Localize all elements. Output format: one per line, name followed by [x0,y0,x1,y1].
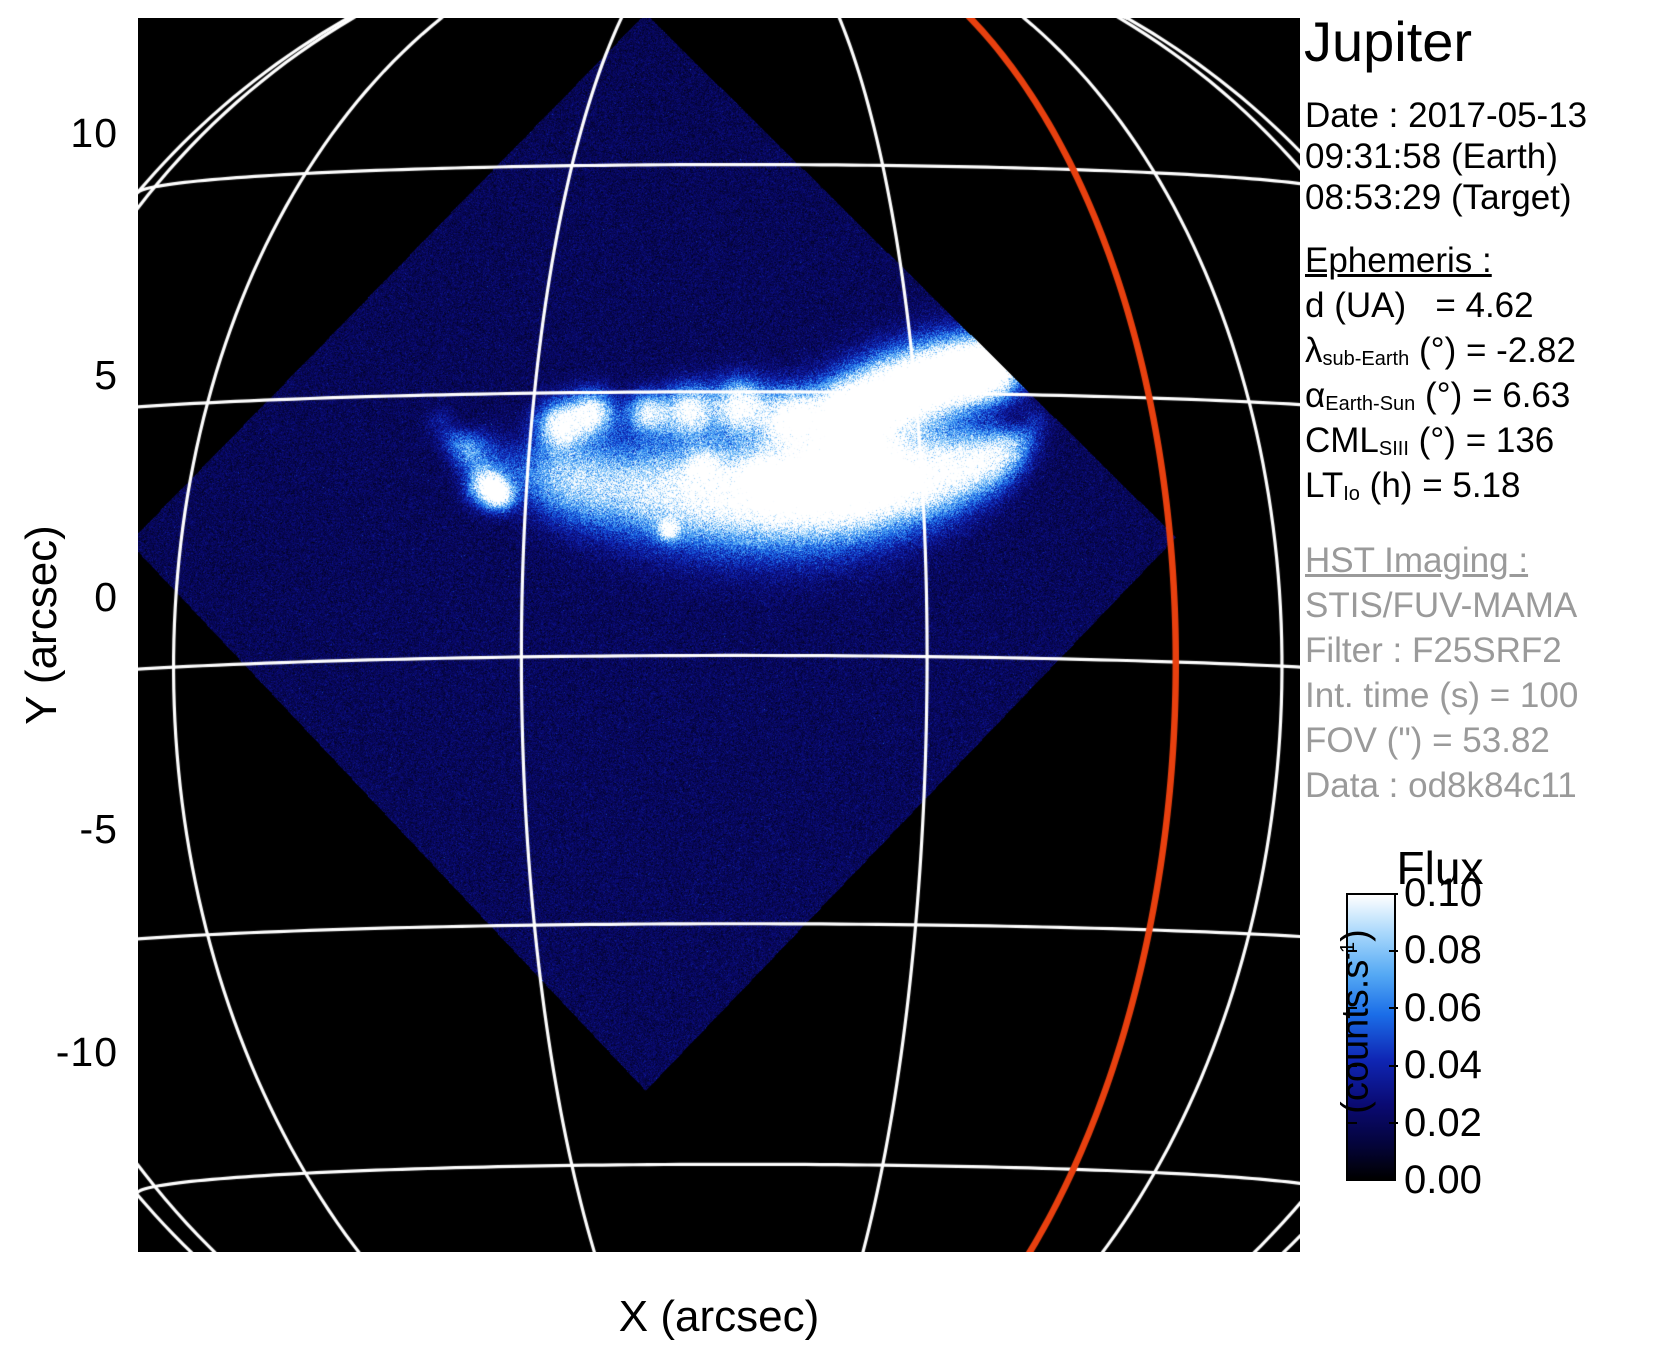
cbar-unit-text: (counts.s [1335,960,1377,1114]
ephemeris-phase-angle: αEarth-Sun (°) = 6.63 [1305,375,1570,422]
alpha-unit: (°) [1425,376,1462,415]
ephemeris-io-local-time: LTIo (h) = 5.18 [1305,465,1520,512]
x-tick-10: 10 [1103,1194,1243,1235]
x-tick-neg5: -5 [413,1194,553,1235]
y-tick-neg10: -10 [0,1032,118,1073]
x-tick-0: 0 [643,1194,783,1235]
observation-date: Date : 2017-05-13 [1305,95,1587,136]
aurora-image-canvas [138,18,1300,1252]
lt-subscript: Io [1343,483,1360,505]
x-axis-label: X (arcsec) [138,1292,1300,1342]
observation-time-target: 08:53:29 (Target) [1305,177,1572,218]
lambda-unit: (°) [1419,331,1456,370]
colorbar-tick-0.06: 0.06 [1404,988,1482,1028]
instrument-heading: HST Imaging : [1305,540,1528,581]
colorbar-tick-0.10: 0.10 [1404,873,1482,913]
cml-symbol: CML [1305,421,1379,460]
lt-value: = 5.18 [1422,466,1520,505]
ephemeris-cml: CMLSIII (°) = 136 [1305,420,1554,467]
x-tick-5: 5 [873,1194,1013,1235]
colorbar-tick-0.04: 0.04 [1404,1045,1482,1085]
instrument-fov: FOV (") = 53.82 [1305,720,1550,761]
colorbar-tick-0.00: 0.00 [1404,1160,1482,1200]
cml-subscript: SIII [1379,438,1409,460]
y-tick-5: 5 [0,355,118,396]
distance-value: = 4.62 [1435,286,1533,325]
ephemeris-sub-earth-latitude: λsub-Earth (°) = -2.82 [1305,330,1576,377]
cml-value: = 136 [1466,421,1555,460]
alpha-value: = 6.63 [1472,376,1570,415]
lambda-subscript: sub-Earth [1323,348,1410,370]
lt-unit: (h) [1370,466,1413,505]
observation-time-earth: 09:31:58 (Earth) [1305,136,1558,177]
lambda-symbol: λ [1305,331,1323,370]
lambda-value: = -2.82 [1466,331,1576,370]
colorbar-tick-0.02: 0.02 [1404,1103,1482,1143]
alpha-subscript: Earth-Sun [1325,393,1415,415]
y-axis-label: Y (arcsec) [17,455,67,795]
ephemeris-distance: d (UA) = 4.62 [1305,285,1534,326]
target-title: Jupiter [1304,12,1472,72]
cbar-unit-exponent: -1 [1337,942,1359,960]
instrument-detector: STIS/FUV-MAMA [1305,585,1577,626]
x-tick-neg10: -10 [183,1194,323,1235]
lt-symbol: LT [1305,466,1343,505]
ephemeris-heading: Ephemeris : [1305,240,1492,281]
distance-label: d (UA) [1305,286,1406,325]
instrument-data-id: Data : od8k84c11 [1305,765,1577,806]
colorbar-unit-label: (counts.s-1) [1335,882,1378,1162]
aurora-image-plot [138,18,1300,1252]
cbar-unit-paren: ) [1335,929,1377,942]
y-tick-neg5: -5 [0,809,118,850]
colorbar-tick-0.08: 0.08 [1404,930,1482,970]
instrument-int-time: Int. time (s) = 100 [1305,675,1578,716]
cml-unit: (°) [1419,421,1456,460]
info-panel: Jupiter Date : 2017-05-13 09:31:58 (Eart… [1300,0,1676,1367]
alpha-symbol: α [1305,376,1325,415]
instrument-filter: Filter : F25SRF2 [1305,630,1562,671]
y-tick-10: 10 [0,113,118,154]
